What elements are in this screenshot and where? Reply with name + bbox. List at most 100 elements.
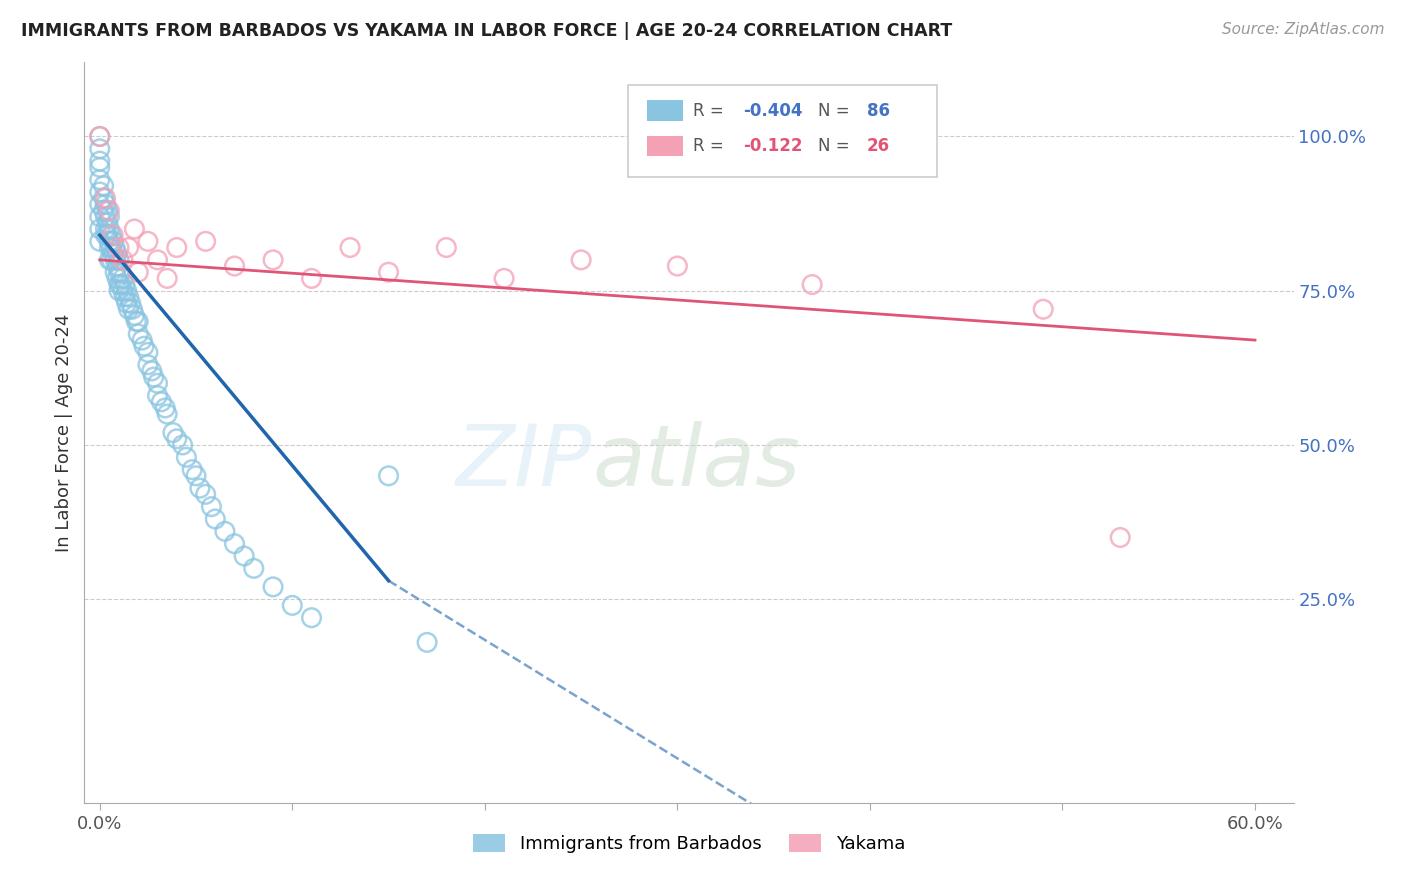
Point — [105, 259, 128, 273]
Point — [494, 271, 516, 285]
Point — [1032, 302, 1054, 317]
Point — [666, 259, 689, 273]
Point — [110, 265, 132, 279]
Point — [1109, 531, 1132, 545]
Point — [156, 407, 179, 421]
Text: R =: R = — [693, 137, 728, 155]
Point — [136, 235, 159, 249]
Point — [136, 345, 159, 359]
Point — [166, 240, 188, 255]
Point — [156, 271, 179, 285]
Point — [114, 290, 136, 304]
Point — [89, 185, 111, 199]
Point — [127, 326, 149, 341]
Point — [108, 265, 131, 279]
Point — [224, 536, 246, 550]
Point — [110, 277, 132, 292]
Point — [125, 315, 148, 329]
Point — [96, 228, 118, 243]
Point — [204, 512, 226, 526]
Point — [200, 500, 222, 514]
Point — [94, 191, 117, 205]
Point — [98, 210, 121, 224]
Point — [117, 240, 139, 255]
Point — [377, 265, 399, 279]
Point — [96, 216, 118, 230]
Text: N =: N = — [818, 137, 855, 155]
Point — [262, 252, 284, 267]
Text: -0.122: -0.122 — [744, 137, 803, 155]
Point — [115, 296, 138, 310]
Point — [89, 197, 111, 211]
FancyBboxPatch shape — [628, 85, 936, 178]
Point — [172, 438, 194, 452]
Point — [94, 197, 117, 211]
Point — [98, 222, 121, 236]
Point — [127, 315, 149, 329]
Point — [131, 333, 153, 347]
Point — [124, 309, 146, 323]
Point — [115, 284, 138, 298]
Point — [377, 468, 399, 483]
Point — [301, 271, 323, 285]
Text: ZIP: ZIP — [456, 421, 592, 504]
Point — [124, 222, 146, 236]
Point — [105, 246, 128, 260]
Point — [569, 252, 592, 267]
Point — [89, 235, 111, 249]
Point — [89, 161, 111, 175]
Point — [89, 129, 111, 144]
Point — [281, 599, 304, 613]
Point — [103, 228, 125, 243]
Point — [111, 252, 134, 267]
Point — [339, 240, 361, 255]
Point — [141, 364, 163, 378]
Point — [89, 154, 111, 169]
Point — [94, 228, 117, 243]
Point — [146, 389, 169, 403]
Point — [105, 271, 128, 285]
Point — [111, 271, 134, 285]
Point — [98, 240, 121, 255]
Point — [121, 302, 143, 317]
Point — [103, 246, 125, 260]
Point — [801, 277, 824, 292]
Point — [194, 235, 217, 249]
Point — [100, 240, 122, 255]
Point — [132, 339, 155, 353]
Point — [89, 142, 111, 156]
Text: atlas: atlas — [592, 421, 800, 504]
Text: 26: 26 — [866, 137, 890, 155]
Point — [117, 290, 139, 304]
Point — [93, 178, 115, 193]
Text: -0.404: -0.404 — [744, 102, 803, 120]
Point — [108, 277, 131, 292]
Point — [176, 450, 198, 465]
Text: Source: ZipAtlas.com: Source: ZipAtlas.com — [1222, 22, 1385, 37]
Point — [100, 228, 122, 243]
Bar — [647, 136, 683, 156]
Point — [155, 401, 177, 415]
Point — [94, 210, 117, 224]
Point — [111, 284, 134, 298]
Point — [98, 252, 121, 267]
Point — [98, 235, 121, 249]
Point — [96, 203, 118, 218]
Point — [146, 376, 169, 391]
Point — [108, 252, 131, 267]
Point — [142, 370, 165, 384]
Text: 86: 86 — [866, 102, 890, 120]
Point — [262, 580, 284, 594]
Point — [104, 252, 127, 267]
Point — [108, 284, 131, 298]
Point — [103, 235, 125, 249]
Point — [89, 222, 111, 236]
Point — [301, 611, 323, 625]
Point — [166, 432, 188, 446]
Point — [93, 191, 115, 205]
Point — [243, 561, 266, 575]
Point — [94, 222, 117, 236]
Point — [117, 302, 139, 317]
Point — [114, 277, 136, 292]
Point — [120, 296, 142, 310]
